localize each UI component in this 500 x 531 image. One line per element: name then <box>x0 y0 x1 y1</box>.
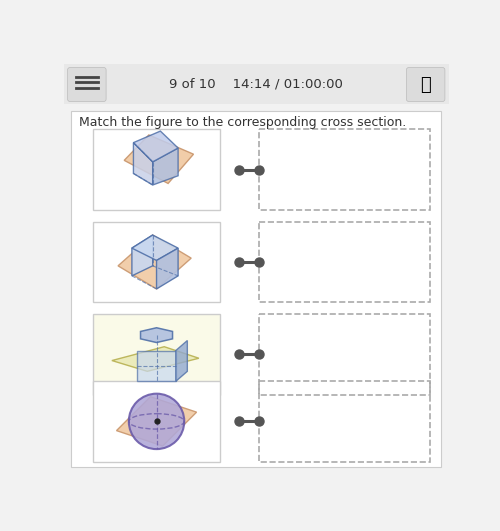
Polygon shape <box>124 135 194 183</box>
Polygon shape <box>156 248 178 289</box>
Polygon shape <box>134 131 178 162</box>
Polygon shape <box>134 143 152 185</box>
Text: 9 of 10    14:14 / 01:00:00: 9 of 10 14:14 / 01:00:00 <box>170 77 343 90</box>
Polygon shape <box>118 235 191 289</box>
FancyBboxPatch shape <box>93 129 220 210</box>
Ellipse shape <box>129 393 184 449</box>
Polygon shape <box>176 340 188 381</box>
FancyBboxPatch shape <box>64 64 449 104</box>
Polygon shape <box>152 148 178 185</box>
Polygon shape <box>132 235 152 276</box>
FancyBboxPatch shape <box>406 67 445 101</box>
Polygon shape <box>138 350 176 381</box>
FancyBboxPatch shape <box>72 112 441 467</box>
FancyBboxPatch shape <box>68 67 106 101</box>
Polygon shape <box>140 328 172 342</box>
Polygon shape <box>116 397 196 446</box>
Text: Match the figure to the corresponding cross section.: Match the figure to the corresponding cr… <box>79 116 406 129</box>
Polygon shape <box>112 347 199 371</box>
FancyBboxPatch shape <box>93 381 220 462</box>
FancyBboxPatch shape <box>93 221 220 303</box>
Text: 📱: 📱 <box>420 75 431 93</box>
Polygon shape <box>132 235 178 260</box>
FancyBboxPatch shape <box>93 314 220 395</box>
